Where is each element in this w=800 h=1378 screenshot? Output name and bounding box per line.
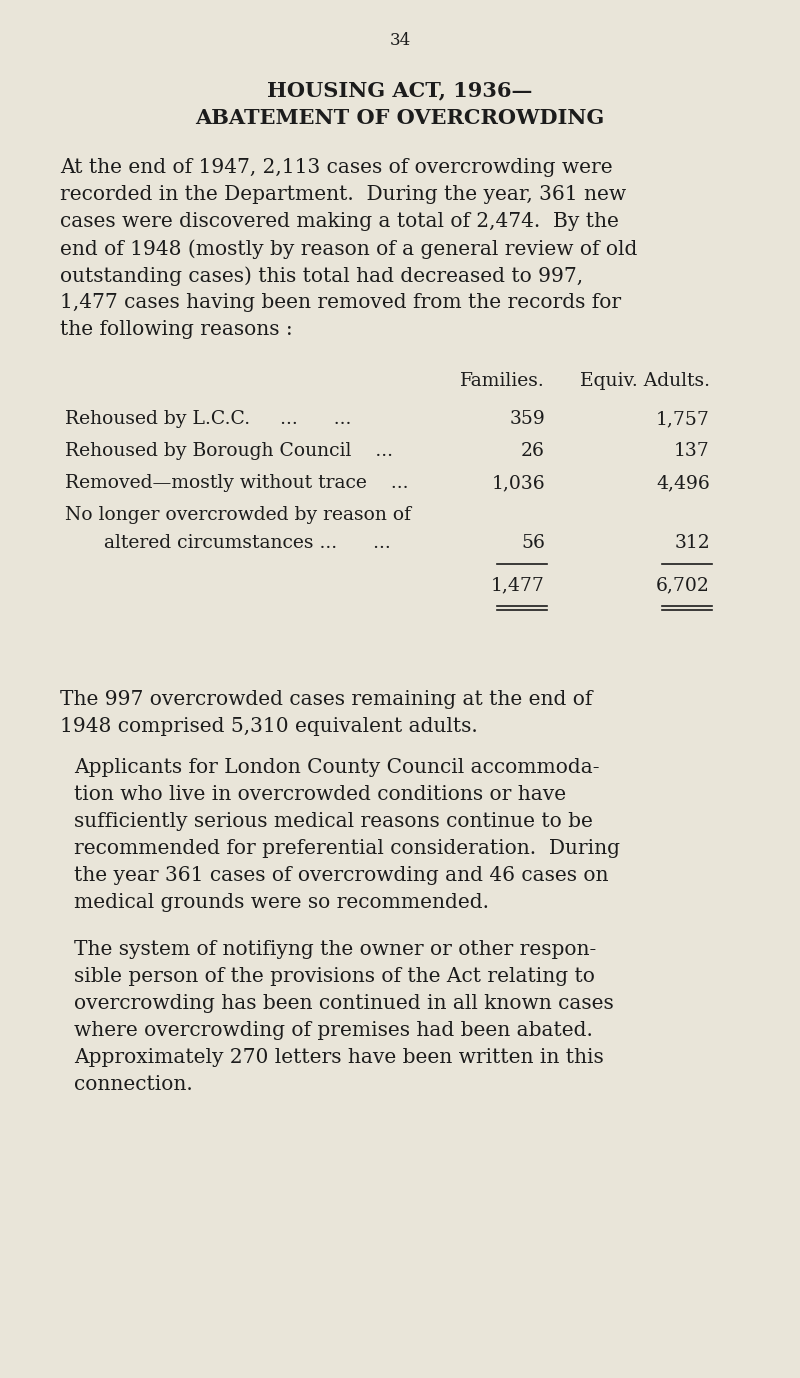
- Text: 1,036: 1,036: [491, 474, 545, 492]
- Text: recorded in the Department.  During the year, 361 new: recorded in the Department. During the y…: [60, 185, 626, 204]
- Text: sible person of the provisions of the Act relating to: sible person of the provisions of the Ac…: [74, 967, 595, 987]
- Text: At the end of 1947, 2,113 cases of overcrowding were: At the end of 1947, 2,113 cases of overc…: [60, 158, 613, 176]
- Text: the year 361 cases of overcrowding and 46 cases on: the year 361 cases of overcrowding and 4…: [74, 865, 609, 885]
- Text: 6,702: 6,702: [656, 576, 710, 594]
- Text: outstanding cases) this total had decreased to 997,: outstanding cases) this total had decrea…: [60, 266, 583, 285]
- Text: 56: 56: [521, 535, 545, 553]
- Text: The 997 overcrowded cases remaining at the end of: The 997 overcrowded cases remaining at t…: [60, 690, 592, 710]
- Text: 1,477 cases having been removed from the records for: 1,477 cases having been removed from the…: [60, 294, 621, 311]
- Text: end of 1948 (mostly by reason of a general review of old: end of 1948 (mostly by reason of a gener…: [60, 238, 638, 259]
- Text: HOUSING ACT, 1936—: HOUSING ACT, 1936—: [267, 80, 533, 101]
- Text: Removed—mostly without trace    ...: Removed—mostly without trace ...: [65, 474, 409, 492]
- Text: The system of notifiyng the owner or other respon-: The system of notifiyng the owner or oth…: [74, 940, 596, 959]
- Text: where overcrowding of premises had been abated.: where overcrowding of premises had been …: [74, 1021, 593, 1040]
- Text: medical grounds were so recommended.: medical grounds were so recommended.: [74, 893, 489, 912]
- Text: Applicants for London County Council accommoda-: Applicants for London County Council acc…: [74, 758, 599, 777]
- Text: Rehoused by L.C.C.     ...      ...: Rehoused by L.C.C. ... ...: [65, 411, 351, 429]
- Text: Families.: Families.: [460, 372, 545, 390]
- Text: 34: 34: [390, 32, 410, 50]
- Text: No longer overcrowded by reason of: No longer overcrowded by reason of: [65, 506, 411, 524]
- Text: 312: 312: [674, 535, 710, 553]
- Text: 137: 137: [674, 442, 710, 460]
- Text: 26: 26: [521, 442, 545, 460]
- Text: tion who live in overcrowded conditions or have: tion who live in overcrowded conditions …: [74, 785, 566, 803]
- Text: overcrowding has been continued in all known cases: overcrowding has been continued in all k…: [74, 994, 614, 1013]
- Text: 359: 359: [510, 411, 545, 429]
- Text: 1948 comprised 5,310 equivalent adults.: 1948 comprised 5,310 equivalent adults.: [60, 717, 478, 736]
- Text: Rehoused by Borough Council    ...: Rehoused by Borough Council ...: [65, 442, 393, 460]
- Text: cases were discovered making a total of 2,474.  By the: cases were discovered making a total of …: [60, 212, 619, 232]
- Text: Equiv. Adults.: Equiv. Adults.: [580, 372, 710, 390]
- Text: 1,757: 1,757: [656, 411, 710, 429]
- Text: Approximately 270 letters have been written in this: Approximately 270 letters have been writ…: [74, 1049, 604, 1067]
- Text: 4,496: 4,496: [656, 474, 710, 492]
- Text: sufficiently serious medical reasons continue to be: sufficiently serious medical reasons con…: [74, 812, 593, 831]
- Text: altered circumstances ...      ...: altered circumstances ... ...: [80, 535, 390, 553]
- Text: ABATEMENT OF OVERCROWDING: ABATEMENT OF OVERCROWDING: [195, 107, 605, 128]
- Text: connection.: connection.: [74, 1075, 193, 1094]
- Text: 1,477: 1,477: [491, 576, 545, 594]
- Text: recommended for preferential consideration.  During: recommended for preferential considerati…: [74, 839, 620, 858]
- Text: the following reasons :: the following reasons :: [60, 320, 293, 339]
